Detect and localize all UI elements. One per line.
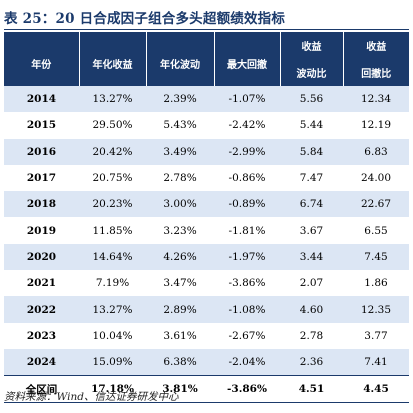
table-row: 2014 13.27% 2.39% -1.07% 5.56 12.34 bbox=[4, 85, 409, 113]
table-title: 表 25：20 日合成因子组合多头超额绩效指标 bbox=[4, 11, 286, 27]
cell-return-vol: 4.60 bbox=[280, 296, 343, 323]
cell-return-dd: 24.00 bbox=[360, 172, 392, 185]
cell-return-vol: 5.56 bbox=[280, 85, 343, 113]
header-return-vol-line1: 收益 bbox=[279, 32, 343, 59]
cell-max-drawdown: -1.08% bbox=[214, 296, 280, 323]
title-rule bbox=[4, 29, 409, 30]
table-row: 2015 29.50% 5.43% -2.42% 5.44 12.19 bbox=[4, 112, 409, 138]
cell-return-vol: 5.44 bbox=[299, 119, 324, 132]
cell-annual-vol: 3.00% bbox=[146, 191, 214, 218]
cell-max-drawdown: -2.67% bbox=[228, 329, 266, 342]
table-row: 2022 13.27% 2.89% -1.08% 4.60 12.35 bbox=[4, 296, 409, 323]
cell-return-vol: 3.67 bbox=[299, 224, 324, 237]
header-max-drawdown: 最大回撤 bbox=[213, 32, 280, 86]
cell-max-drawdown: -0.86% bbox=[228, 172, 266, 185]
cell-annual-return: 15.09% bbox=[79, 348, 146, 376]
table-row: 2020 14.64% 4.26% -1.97% 3.44 7.45 bbox=[4, 243, 409, 271]
cell-return-vol: 4.51 bbox=[280, 375, 343, 404]
cell-return-dd: 12.19 bbox=[360, 119, 392, 132]
cell-return-vol: 2.78 bbox=[299, 329, 324, 342]
cell-annual-vol: 2.39% bbox=[146, 85, 214, 113]
cell-return-dd: 1.86 bbox=[364, 277, 388, 290]
table-row: 2017 20.75% 2.78% -0.86% 7.47 24.00 bbox=[4, 165, 409, 191]
cell-year: 2018 bbox=[4, 191, 79, 218]
cell-annual-vol: 2.89% bbox=[146, 296, 214, 323]
cell-return-vol: 6.74 bbox=[280, 191, 343, 218]
cell-annual-vol: 6.38% bbox=[146, 348, 214, 376]
cell-annual-return: 17.18% bbox=[79, 375, 146, 404]
cell-annual-return: 20.23% bbox=[79, 191, 146, 218]
table-row: 2024 15.09% 6.38% -2.04% 2.36 7.41 bbox=[4, 348, 409, 376]
table-row: 2019 11.85% 3.23% -1.81% 3.67 6.55 bbox=[4, 217, 409, 243]
cell-annual-return: 14.64% bbox=[79, 243, 146, 271]
table-row: 2018 20.23% 3.00% -0.89% 6.74 22.67 bbox=[4, 191, 409, 218]
cell-annual-return: 7.19% bbox=[95, 277, 130, 290]
cell-annual-vol: 3.61% bbox=[163, 329, 197, 342]
cell-year: 2024 bbox=[4, 348, 79, 376]
cell-annual-return: 10.04% bbox=[92, 329, 133, 342]
header-return-dd-line2: 回撤比 bbox=[342, 59, 409, 86]
header-year: 年份 bbox=[4, 32, 79, 86]
table-row: 2021 7.19% 3.47% -3.86% 2.07 1.86 bbox=[4, 270, 409, 296]
table-row: 2016 20.42% 3.49% -2.99% 5.84 6.83 bbox=[4, 138, 409, 165]
cell-annual-vol: 2.78% bbox=[163, 172, 197, 185]
header-return-dd-line1: 收益 bbox=[342, 32, 409, 59]
cell-return-dd: 7.45 bbox=[343, 243, 409, 271]
table-header: 年份 年化收益 年化波动 最大回撤 收益 收益 波动比 回撤比 bbox=[4, 32, 409, 86]
table-row-total: 全区间 17.18% 3.81% -3.86% 4.51 4.45 bbox=[4, 375, 409, 404]
cell-annual-return: 13.27% bbox=[79, 85, 146, 113]
cell-return-dd: 3.77 bbox=[364, 329, 388, 342]
cell-annual-return: 20.42% bbox=[79, 138, 146, 165]
cell-year: 全区间 bbox=[4, 375, 79, 404]
cell-return-vol: 2.07 bbox=[299, 277, 324, 290]
header-return-vol-line2: 波动比 bbox=[279, 59, 343, 86]
cell-max-drawdown: -1.97% bbox=[214, 243, 280, 271]
cell-year: 2019 bbox=[26, 224, 57, 237]
cell-annual-return: 29.50% bbox=[92, 119, 133, 132]
cell-annual-vol: 4.26% bbox=[146, 243, 214, 271]
cell-year: 2014 bbox=[4, 85, 79, 113]
cell-return-vol: 3.44 bbox=[280, 243, 343, 271]
cell-return-dd: 12.35 bbox=[343, 296, 409, 323]
cell-return-dd: 7.41 bbox=[343, 348, 409, 376]
cell-annual-vol: 3.49% bbox=[146, 138, 214, 165]
cell-max-drawdown: -3.86% bbox=[214, 375, 280, 404]
performance-table: 年份 年化收益 年化波动 最大回撤 收益 收益 波动比 回撤比 2014 13.2… bbox=[4, 32, 409, 404]
cell-return-dd: 6.55 bbox=[364, 224, 388, 237]
cell-annual-vol: 3.23% bbox=[163, 224, 197, 237]
cell-return-vol: 7.47 bbox=[299, 172, 324, 185]
cell-annual-return: 20.75% bbox=[92, 172, 133, 185]
cell-year: 2015 bbox=[26, 119, 57, 132]
cell-year: 2023 bbox=[26, 329, 57, 342]
cell-annual-vol: 3.81% bbox=[146, 375, 214, 404]
cell-return-vol: 2.36 bbox=[280, 348, 343, 376]
cell-max-drawdown: -1.07% bbox=[214, 85, 280, 113]
cell-max-drawdown: -1.81% bbox=[228, 224, 266, 237]
cell-year: 2021 bbox=[26, 277, 57, 290]
table-row: 2023 10.04% 3.61% -2.67% 2.78 3.77 bbox=[4, 323, 409, 349]
cell-return-dd: 12.34 bbox=[343, 85, 409, 113]
cell-return-vol: 5.84 bbox=[280, 138, 343, 165]
cell-annual-vol: 3.47% bbox=[163, 277, 197, 290]
cell-year: 2017 bbox=[26, 172, 57, 185]
cell-annual-return: 13.27% bbox=[79, 296, 146, 323]
cell-year: 2020 bbox=[4, 243, 79, 271]
cell-max-drawdown: -0.89% bbox=[214, 191, 280, 218]
cell-annual-return: 11.85% bbox=[92, 224, 133, 237]
cell-return-dd: 6.83 bbox=[343, 138, 409, 165]
cell-return-dd: 22.67 bbox=[343, 191, 409, 218]
cell-annual-vol: 5.43% bbox=[163, 119, 197, 132]
cell-max-drawdown: -2.99% bbox=[214, 138, 280, 165]
cell-return-dd: 4.45 bbox=[343, 375, 409, 404]
cell-year: 2016 bbox=[4, 138, 79, 165]
header-annual-vol: 年化波动 bbox=[145, 32, 214, 86]
cell-max-drawdown: -2.04% bbox=[214, 348, 280, 376]
cell-year: 2022 bbox=[4, 296, 79, 323]
source-note: 资料来源：Wind、信达证券研发中心 bbox=[4, 391, 179, 403]
cell-max-drawdown: -2.42% bbox=[228, 119, 266, 132]
cell-max-drawdown: -3.86% bbox=[228, 277, 266, 290]
header-annual-return: 年化收益 bbox=[78, 32, 146, 86]
table-body: 2014 13.27% 2.39% -1.07% 5.56 12.34 2015 29.50%… bbox=[4, 85, 409, 404]
